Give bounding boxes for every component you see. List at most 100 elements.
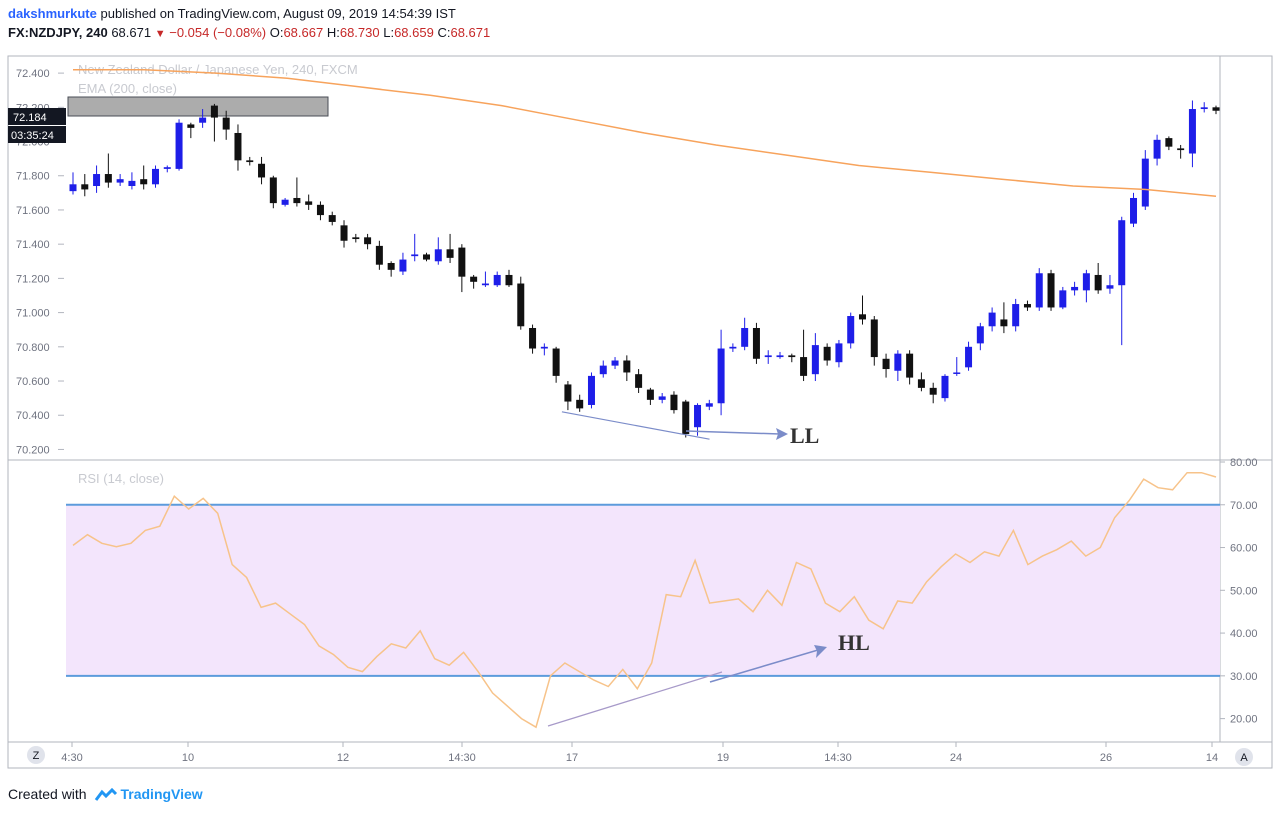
rsi-tick-label: 40.00 (1230, 628, 1258, 640)
countdown-label-box (8, 126, 66, 143)
candle-up (764, 355, 772, 358)
candle-down (293, 197, 301, 204)
down-arrow-icon: ▼ (154, 28, 166, 40)
candle-up (411, 254, 419, 257)
candle-down (1212, 107, 1220, 111)
time-tick-label: 4:30 (61, 752, 82, 764)
candle-up (1118, 220, 1126, 286)
candle-up (694, 404, 702, 428)
price-tick-label: 71.600 (16, 205, 50, 217)
candle-up (976, 326, 984, 344)
zoom-button-circle (27, 746, 45, 764)
candle-down (635, 374, 643, 388)
candle-up (741, 327, 749, 347)
candle-down (800, 357, 808, 376)
price-tick-label: 71.200 (16, 273, 50, 285)
candle-up (116, 179, 124, 183)
candle-down (1094, 274, 1102, 291)
candle-up (658, 396, 666, 400)
chart-frame (7, 55, 1273, 769)
tradingview-brand[interactable]: TradingView (120, 786, 203, 802)
ema-line (73, 68, 1217, 198)
rsi-tick-label: 80.00 (1230, 457, 1258, 469)
candle-up (611, 360, 619, 366)
created-with-text: Created with (8, 786, 87, 802)
open-value: 68.667 (283, 25, 324, 40)
auto-scale-button[interactable]: A (1235, 748, 1253, 766)
candle-up (1200, 107, 1208, 110)
price-tick-label: 70.600 (16, 376, 50, 388)
candle-down (423, 254, 431, 260)
candle-up (587, 375, 595, 405)
candle-down (269, 177, 277, 204)
candle-up (399, 259, 407, 272)
zoom-button-label: Z (33, 750, 40, 762)
candle-up (894, 353, 902, 371)
time-tick-label: 26 (1100, 752, 1112, 764)
candle-up (776, 355, 784, 358)
candle-down (929, 387, 937, 395)
candle-up (434, 249, 442, 262)
candle-down (234, 132, 242, 161)
candle-down (623, 360, 631, 373)
symbol-name: FX:NZDJPY, 240 (8, 25, 108, 40)
candle-down (258, 163, 266, 178)
low-value: 68.659 (394, 25, 434, 40)
candle-down (752, 327, 760, 359)
candle-down (529, 327, 537, 349)
candle-up (151, 168, 159, 185)
candle-down (1165, 138, 1173, 147)
time-tick-label: 17 (566, 752, 578, 764)
candle-up (540, 346, 548, 349)
candle-down (1023, 304, 1031, 308)
close-label: C: (437, 25, 451, 40)
candle-down (1047, 273, 1055, 308)
hl-trendline (547, 671, 723, 727)
candle-up (599, 365, 607, 375)
candle-down (882, 358, 890, 370)
candle-down (788, 355, 796, 358)
time-tick-label: 12 (337, 752, 349, 764)
high-value: 68.730 (339, 25, 380, 40)
rsi-tick-label: 20.00 (1230, 714, 1258, 726)
time-tick-label: 19 (717, 752, 729, 764)
candle-up (128, 180, 136, 187)
candle-down (670, 394, 678, 411)
candle-down (446, 249, 454, 258)
rsi-tick-label: 50.00 (1230, 585, 1258, 597)
candle-down (682, 401, 690, 435)
rsi-line (72, 471, 1217, 729)
candle-up (705, 403, 713, 407)
candle-down (458, 247, 466, 277)
price-tick-label: 72.400 (16, 68, 50, 80)
candle-up (941, 375, 949, 399)
price-tick-label: 70.800 (16, 342, 50, 354)
candle-down (858, 314, 866, 320)
candle-up (1153, 139, 1161, 159)
tradingview-logo-icon (95, 788, 118, 802)
close-value: 68.671 (450, 25, 491, 40)
time-tick-label: 14 (1206, 752, 1218, 764)
author-username[interactable]: dakshmurkute (8, 6, 97, 21)
ll-arrow-shaft (685, 430, 781, 435)
open-label: O: (269, 25, 284, 40)
candle-down (470, 276, 478, 282)
price-tick-label: 70.400 (16, 410, 50, 422)
time-tick-label: 24 (950, 752, 962, 764)
candle-up (847, 316, 855, 344)
auto-button-label: A (1240, 752, 1248, 764)
candle-up (835, 343, 843, 363)
candle-down (870, 319, 878, 358)
candle-down (375, 245, 383, 265)
candle-down (81, 184, 89, 190)
main-series-title: New Zealand Dollar / Japanese Yen, 240, … (78, 62, 358, 77)
hl-arrow-shaft (709, 649, 819, 683)
symbol-info-row: FX:NZDJPY, 240 68.671 ▼ −0.054 (−0.08%) … (8, 25, 490, 40)
candle-down (364, 237, 372, 245)
zoom-button[interactable]: Z (27, 746, 45, 764)
candle-down (517, 283, 525, 327)
ll-trendline (561, 411, 710, 440)
price-change: −0.054 (−0.08%) (169, 25, 267, 40)
footer: Created with TradingView (8, 786, 203, 802)
